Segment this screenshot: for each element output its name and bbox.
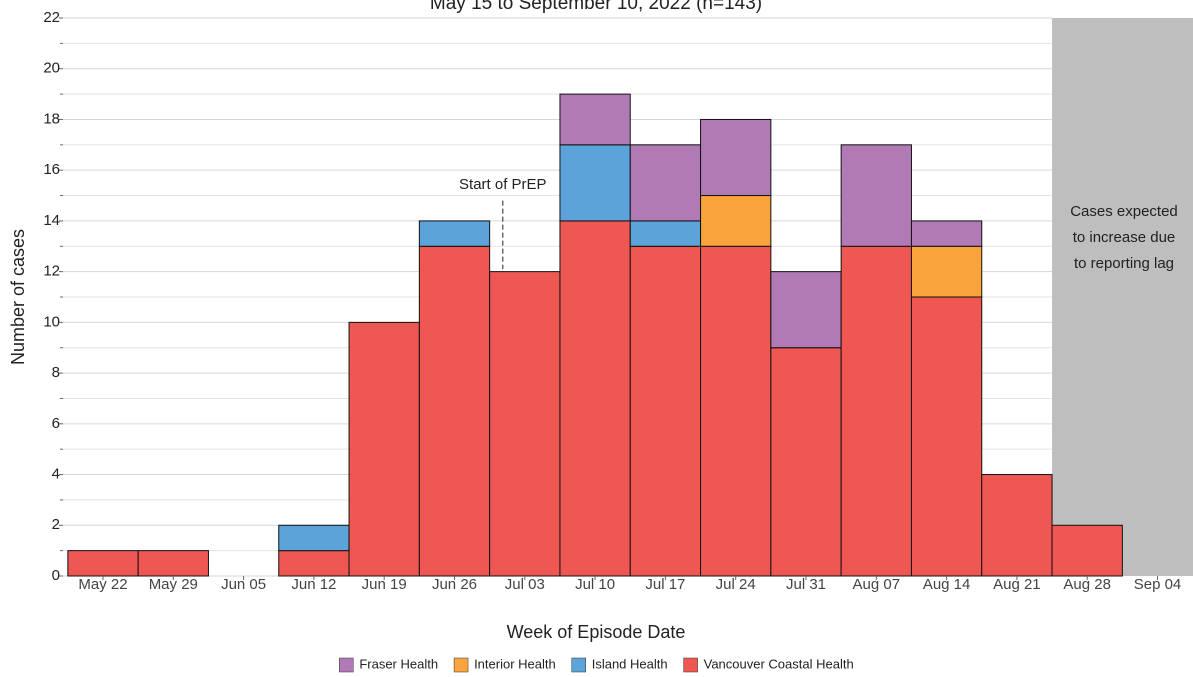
- bar-segment: [278, 550, 350, 577]
- x-tick-label: May 29: [148, 576, 198, 593]
- bar-segment: [910, 245, 983, 298]
- bar-segment: [840, 245, 912, 577]
- y-tick-label: 12: [43, 263, 60, 280]
- y-tick-label: 10: [43, 313, 60, 330]
- legend-swatch: [571, 657, 586, 673]
- x-axis-label: Week of Episode Date: [507, 622, 686, 642]
- bar-segment: [559, 93, 631, 146]
- legend-label: Vancouver Coastal Health: [704, 656, 854, 671]
- legend-label: Island Health: [592, 656, 668, 671]
- x-tick-label: Aug 28: [1063, 576, 1111, 593]
- bar-segment: [770, 347, 842, 577]
- x-tick-label: Jul 10: [575, 576, 616, 593]
- x-tick-label: Jul 17: [645, 576, 686, 593]
- reporting-lag-region: [1052, 18, 1193, 576]
- y-tick-label: 4: [52, 466, 60, 483]
- bar-segment: [559, 220, 631, 577]
- y-tick-label: 22: [43, 9, 60, 26]
- x-tick-label: Jul 24: [715, 576, 756, 593]
- bar-segment: [700, 118, 772, 197]
- bar-segment: [910, 220, 983, 247]
- y-tick-label: 20: [43, 60, 60, 77]
- bar-segment: [629, 245, 702, 577]
- bar-segment: [278, 524, 350, 552]
- legend-label: Interior Health: [474, 656, 556, 671]
- x-tick-label: Jun 05: [221, 576, 267, 593]
- x-tick-label: Aug 07: [852, 576, 901, 593]
- y-tick-label: 18: [43, 110, 60, 127]
- bar-segment: [348, 321, 420, 577]
- y-axis-label: Number of cases: [8, 229, 28, 365]
- x-tick-label: Jun 26: [431, 576, 478, 593]
- x-tick-label: Jun 12: [291, 576, 337, 593]
- lag-note: to reporting lag: [1074, 255, 1174, 272]
- bar-segment: [67, 550, 139, 577]
- y-tick-label: 6: [52, 415, 60, 432]
- legend-swatch: [683, 657, 698, 673]
- lag-note: to increase due: [1073, 229, 1176, 246]
- bar-segment: [981, 474, 1053, 577]
- bar-segment: [1051, 524, 1123, 577]
- bar-segment: [700, 195, 772, 247]
- bar-segment: [559, 144, 631, 222]
- bar-segment: [770, 271, 842, 349]
- bar-segment: [840, 144, 912, 247]
- x-tick-label: Aug 14: [922, 576, 971, 593]
- x-tick-label: Sep 04: [1133, 576, 1182, 593]
- legend-swatch: [339, 657, 354, 673]
- bar-segment: [629, 220, 702, 247]
- x-tick-label: May 22: [78, 576, 128, 593]
- bar-segment: [700, 245, 772, 577]
- x-tick-label: Jul 31: [785, 576, 827, 593]
- y-tick-label: 14: [43, 212, 60, 229]
- bar-segment: [418, 245, 491, 577]
- y-tick-label: 8: [52, 364, 60, 381]
- bar-segment: [489, 271, 561, 577]
- x-tick-label: Aug 21: [993, 576, 1041, 593]
- x-tick-label: Jul 03: [504, 576, 545, 593]
- legend-label: Fraser Health: [359, 656, 438, 671]
- lag-note: Cases expected: [1070, 203, 1178, 220]
- prep-annotation: Start of PrEP: [459, 176, 547, 193]
- bar-segment: [418, 220, 491, 247]
- x-tick-label: Jun 19: [361, 576, 407, 593]
- y-tick-label: 16: [43, 161, 60, 178]
- legend-swatch: [453, 657, 469, 673]
- chart-title: May 15 to September 10, 2022 (n=143): [430, 0, 762, 14]
- bar-segment: [910, 296, 983, 577]
- bar-segment: [629, 144, 702, 222]
- bar-segment: [137, 550, 209, 577]
- y-tick-label: 2: [52, 516, 60, 533]
- y-tick-label: 0: [52, 567, 60, 584]
